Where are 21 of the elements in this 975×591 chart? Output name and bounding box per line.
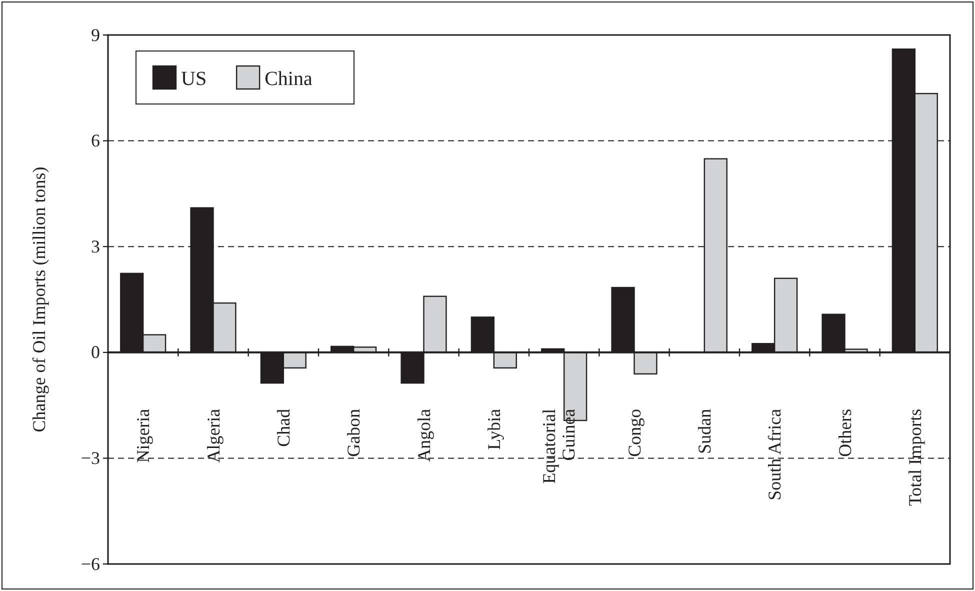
x-tick-label: Lybia [484,408,504,450]
x-tick-label: Algeria [203,408,224,463]
y-tick-label: 3 [91,236,100,256]
y-tick-label: 9 [91,24,100,45]
x-tick-label: Congo [624,408,644,457]
x-tick-label: Angola [414,408,434,462]
y-tick-label: −3 [80,448,100,468]
x-tick-label: Chad [273,408,294,447]
x-tick-label: Equatorial Guinea [538,408,579,484]
y-tick-label: 6 [91,130,100,151]
x-tick-label: South Africa [764,408,785,500]
legend-label: China [264,68,312,90]
x-tick-label: Gabon [344,408,364,457]
x-tick-label: Sudan [694,408,714,454]
legend-label: US [181,68,207,90]
x-tick-label: Nigeria [133,408,154,463]
y-tick-label: 0 [91,342,100,362]
y-tick-label: −6 [80,554,100,574]
y-axis-title: Change of Oil Imports (million tons) [29,166,49,432]
x-tick-label: Others [834,408,855,457]
x-tick-label: Total Imports [904,408,925,506]
